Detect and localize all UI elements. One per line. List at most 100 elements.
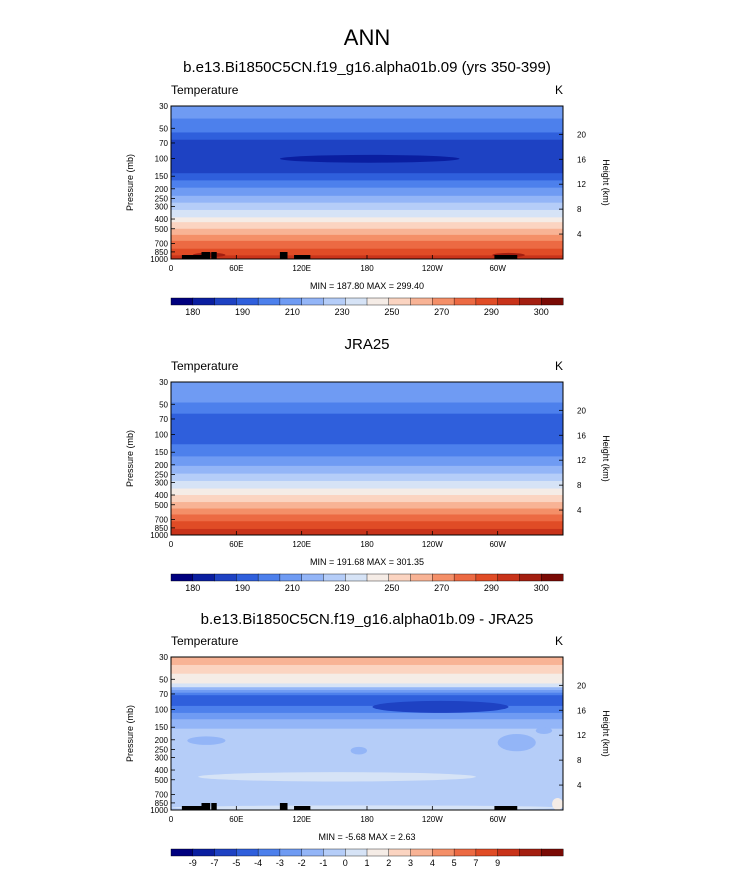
colorbar-swatch — [236, 848, 259, 857]
colorbar-label: 230 — [335, 307, 350, 317]
colorbar-swatch — [519, 297, 542, 306]
colorbar-label: -3 — [276, 858, 284, 868]
topography-block — [294, 806, 311, 810]
contour-band — [171, 712, 563, 720]
colorbar-swatch — [214, 573, 237, 582]
x-tick-label: 180 — [360, 540, 374, 549]
contour-feature — [372, 700, 509, 713]
contour-feature — [198, 772, 476, 782]
y2-tick-label: 20 — [577, 130, 586, 139]
colorbar-swatch — [541, 848, 564, 857]
y-tick-label: 50 — [159, 675, 168, 684]
y-tick-label: 150 — [155, 448, 169, 457]
topography-block — [494, 806, 518, 810]
x-tick-label: 60E — [229, 264, 243, 273]
topography-block — [494, 255, 518, 259]
y-tick-label: 300 — [155, 202, 169, 211]
colorbar-label: 290 — [484, 583, 499, 593]
y-tick-label: 150 — [155, 723, 169, 732]
colorbar-label: 3 — [408, 858, 413, 868]
contour-band — [171, 382, 563, 404]
contour-band — [171, 209, 563, 218]
colorbar-swatch — [214, 848, 237, 857]
colorbar-label: 230 — [335, 583, 350, 593]
colorbar-swatch — [475, 297, 499, 306]
colorbar-swatch — [214, 297, 237, 306]
topography-block — [181, 806, 204, 810]
colorbar-swatch — [541, 573, 564, 582]
contour-band — [171, 695, 563, 707]
contour-band — [171, 508, 563, 516]
min-max-stats: MIN = -5.68 MAX = 2.63 — [318, 832, 415, 842]
y-tick-label: 30 — [159, 102, 168, 111]
y-tick-label: 70 — [159, 415, 168, 424]
contour-feature — [279, 154, 460, 163]
colorbar-swatch — [236, 573, 259, 582]
y-axis-title: Pressure (mb) — [125, 154, 135, 211]
x-tick-label: 120E — [292, 540, 311, 549]
contour-feature — [497, 733, 536, 752]
topography-block — [181, 255, 204, 259]
contour-band — [171, 173, 563, 181]
colorbar-swatch — [345, 297, 368, 306]
contour-band — [171, 692, 563, 696]
variable-label: Temperature — [171, 634, 239, 648]
colorbar-swatch — [301, 297, 324, 306]
y-tick-label: 500 — [155, 776, 169, 785]
colorbar-swatch — [345, 848, 368, 857]
colorbar-swatch — [432, 297, 455, 306]
colorbar-label: 180 — [185, 307, 200, 317]
x-tick-label: 120W — [422, 540, 443, 549]
variable-label: Temperature — [171, 359, 239, 373]
colorbar-swatch — [388, 573, 412, 582]
x-tick-label: 120W — [422, 264, 443, 273]
colorbar-swatch — [453, 573, 477, 582]
y-tick-label: 200 — [155, 736, 169, 745]
contour-band — [171, 413, 563, 445]
colorbar-label: -2 — [298, 858, 306, 868]
colorbar-swatch — [410, 573, 433, 582]
colorbar-swatch — [453, 297, 477, 306]
y-tick-label: 1000 — [150, 531, 168, 540]
contour-band — [171, 106, 563, 120]
colorbar-label: -5 — [232, 858, 240, 868]
y-tick-label: 200 — [155, 461, 169, 470]
contour-band — [171, 657, 563, 666]
x-tick-label: 0 — [169, 815, 174, 824]
panel-title: b.e13.Bi1850C5CN.f19_g16.alpha01b.09 (yr… — [183, 59, 551, 76]
y2-tick-label: 20 — [577, 681, 586, 690]
x-tick-label: 180 — [360, 815, 374, 824]
units-label: K — [555, 83, 563, 97]
y2-axis-title: Height (km) — [601, 435, 611, 482]
y-tick-label: 300 — [155, 478, 169, 487]
y2-tick-label: 4 — [577, 230, 582, 239]
colorbar-swatch — [323, 573, 346, 582]
colorbar-label: 300 — [534, 583, 549, 593]
colorbar-label: 5 — [452, 858, 457, 868]
colorbar-swatch — [388, 297, 412, 306]
colorbar-swatch — [453, 848, 477, 857]
panel-title: b.e13.Bi1850C5CN.f19_g16.alpha01b.09 - J… — [201, 611, 534, 628]
contour-band — [171, 480, 563, 490]
colorbar-swatch — [519, 848, 542, 857]
y-tick-label: 30 — [159, 378, 168, 387]
y-tick-label: 500 — [155, 225, 169, 234]
contour-feature — [187, 736, 226, 745]
x-tick-label: 120W — [422, 815, 443, 824]
contour-band — [171, 132, 563, 141]
colorbar-label: 300 — [534, 307, 549, 317]
contour-feature — [552, 798, 563, 810]
contour-band — [171, 217, 563, 223]
topography-block — [279, 803, 288, 810]
x-tick-label: 0 — [169, 540, 174, 549]
contour-band — [171, 488, 563, 496]
contour-band — [171, 473, 563, 482]
y-tick-label: 50 — [159, 400, 168, 409]
y2-tick-label: 16 — [577, 155, 586, 164]
colorbar-swatch — [410, 297, 433, 306]
y-tick-label: 250 — [155, 746, 169, 755]
colorbar-swatch — [301, 848, 324, 857]
x-tick-label: 60W — [489, 264, 506, 273]
colorbar-swatch — [541, 297, 564, 306]
